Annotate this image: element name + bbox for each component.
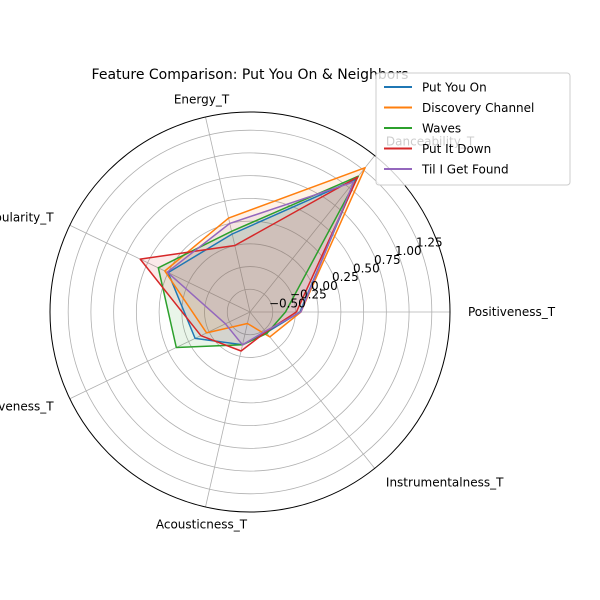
- series-fill-3: [140, 177, 358, 351]
- axis-label: Popularity_T: [0, 210, 54, 224]
- radial-tick-label: 1.00: [395, 244, 422, 258]
- series-line-2: [157, 175, 360, 349]
- axis-label: Positiveness_T: [468, 305, 556, 319]
- series-line-4: [166, 181, 355, 346]
- radial-tick-label: 0.25: [332, 270, 359, 284]
- series-line-1: [164, 166, 366, 338]
- spoke-6: [249, 311, 376, 469]
- axis-label: Acousticness_T: [156, 518, 248, 532]
- legend-box: [375, 72, 571, 186]
- series-fill-1: [164, 167, 366, 337]
- legend-label: Waves: [422, 122, 461, 136]
- series-fill-0: [168, 179, 356, 345]
- radial-tick-label: 0.50: [353, 262, 380, 276]
- polar-grid: [49, 111, 451, 513]
- series-lines: [139, 166, 366, 352]
- legend-label: Put You On: [422, 81, 487, 95]
- radial-tick-label: 1.25: [416, 235, 443, 249]
- radial-tick-label: −0.50: [269, 296, 306, 310]
- axis-label: Liveness_T: [0, 400, 54, 414]
- legend-label: Til I Get Found: [421, 163, 509, 177]
- legend-label: Put It Down: [422, 142, 491, 156]
- legend: Put You On Discovery Channel Waves Put It D…: [375, 72, 571, 186]
- outer-frame: [49, 111, 451, 513]
- series-fill-2: [158, 176, 359, 348]
- axis-label: Energy_T: [174, 92, 230, 106]
- radial-tick-label: 0.75: [374, 253, 401, 267]
- chart-title: Feature Comparison: Put You On & Neighbo…: [92, 67, 409, 83]
- axis-label: Instrumentalness_T: [386, 475, 504, 489]
- radial-tick-label: 0.00: [311, 279, 338, 293]
- legend-label: Discovery Channel: [422, 101, 534, 115]
- series-fills: [140, 167, 366, 351]
- spoke-2: [205, 116, 251, 313]
- series-fill-4: [167, 181, 354, 345]
- series-line-3: [139, 176, 359, 352]
- radial-tick-labels: −0.50−0.250.000.250.500.751.001.25: [269, 235, 443, 310]
- spoke-3: [69, 224, 251, 313]
- spoke-4: [69, 311, 251, 400]
- radial-tick-label: −0.25: [290, 288, 327, 302]
